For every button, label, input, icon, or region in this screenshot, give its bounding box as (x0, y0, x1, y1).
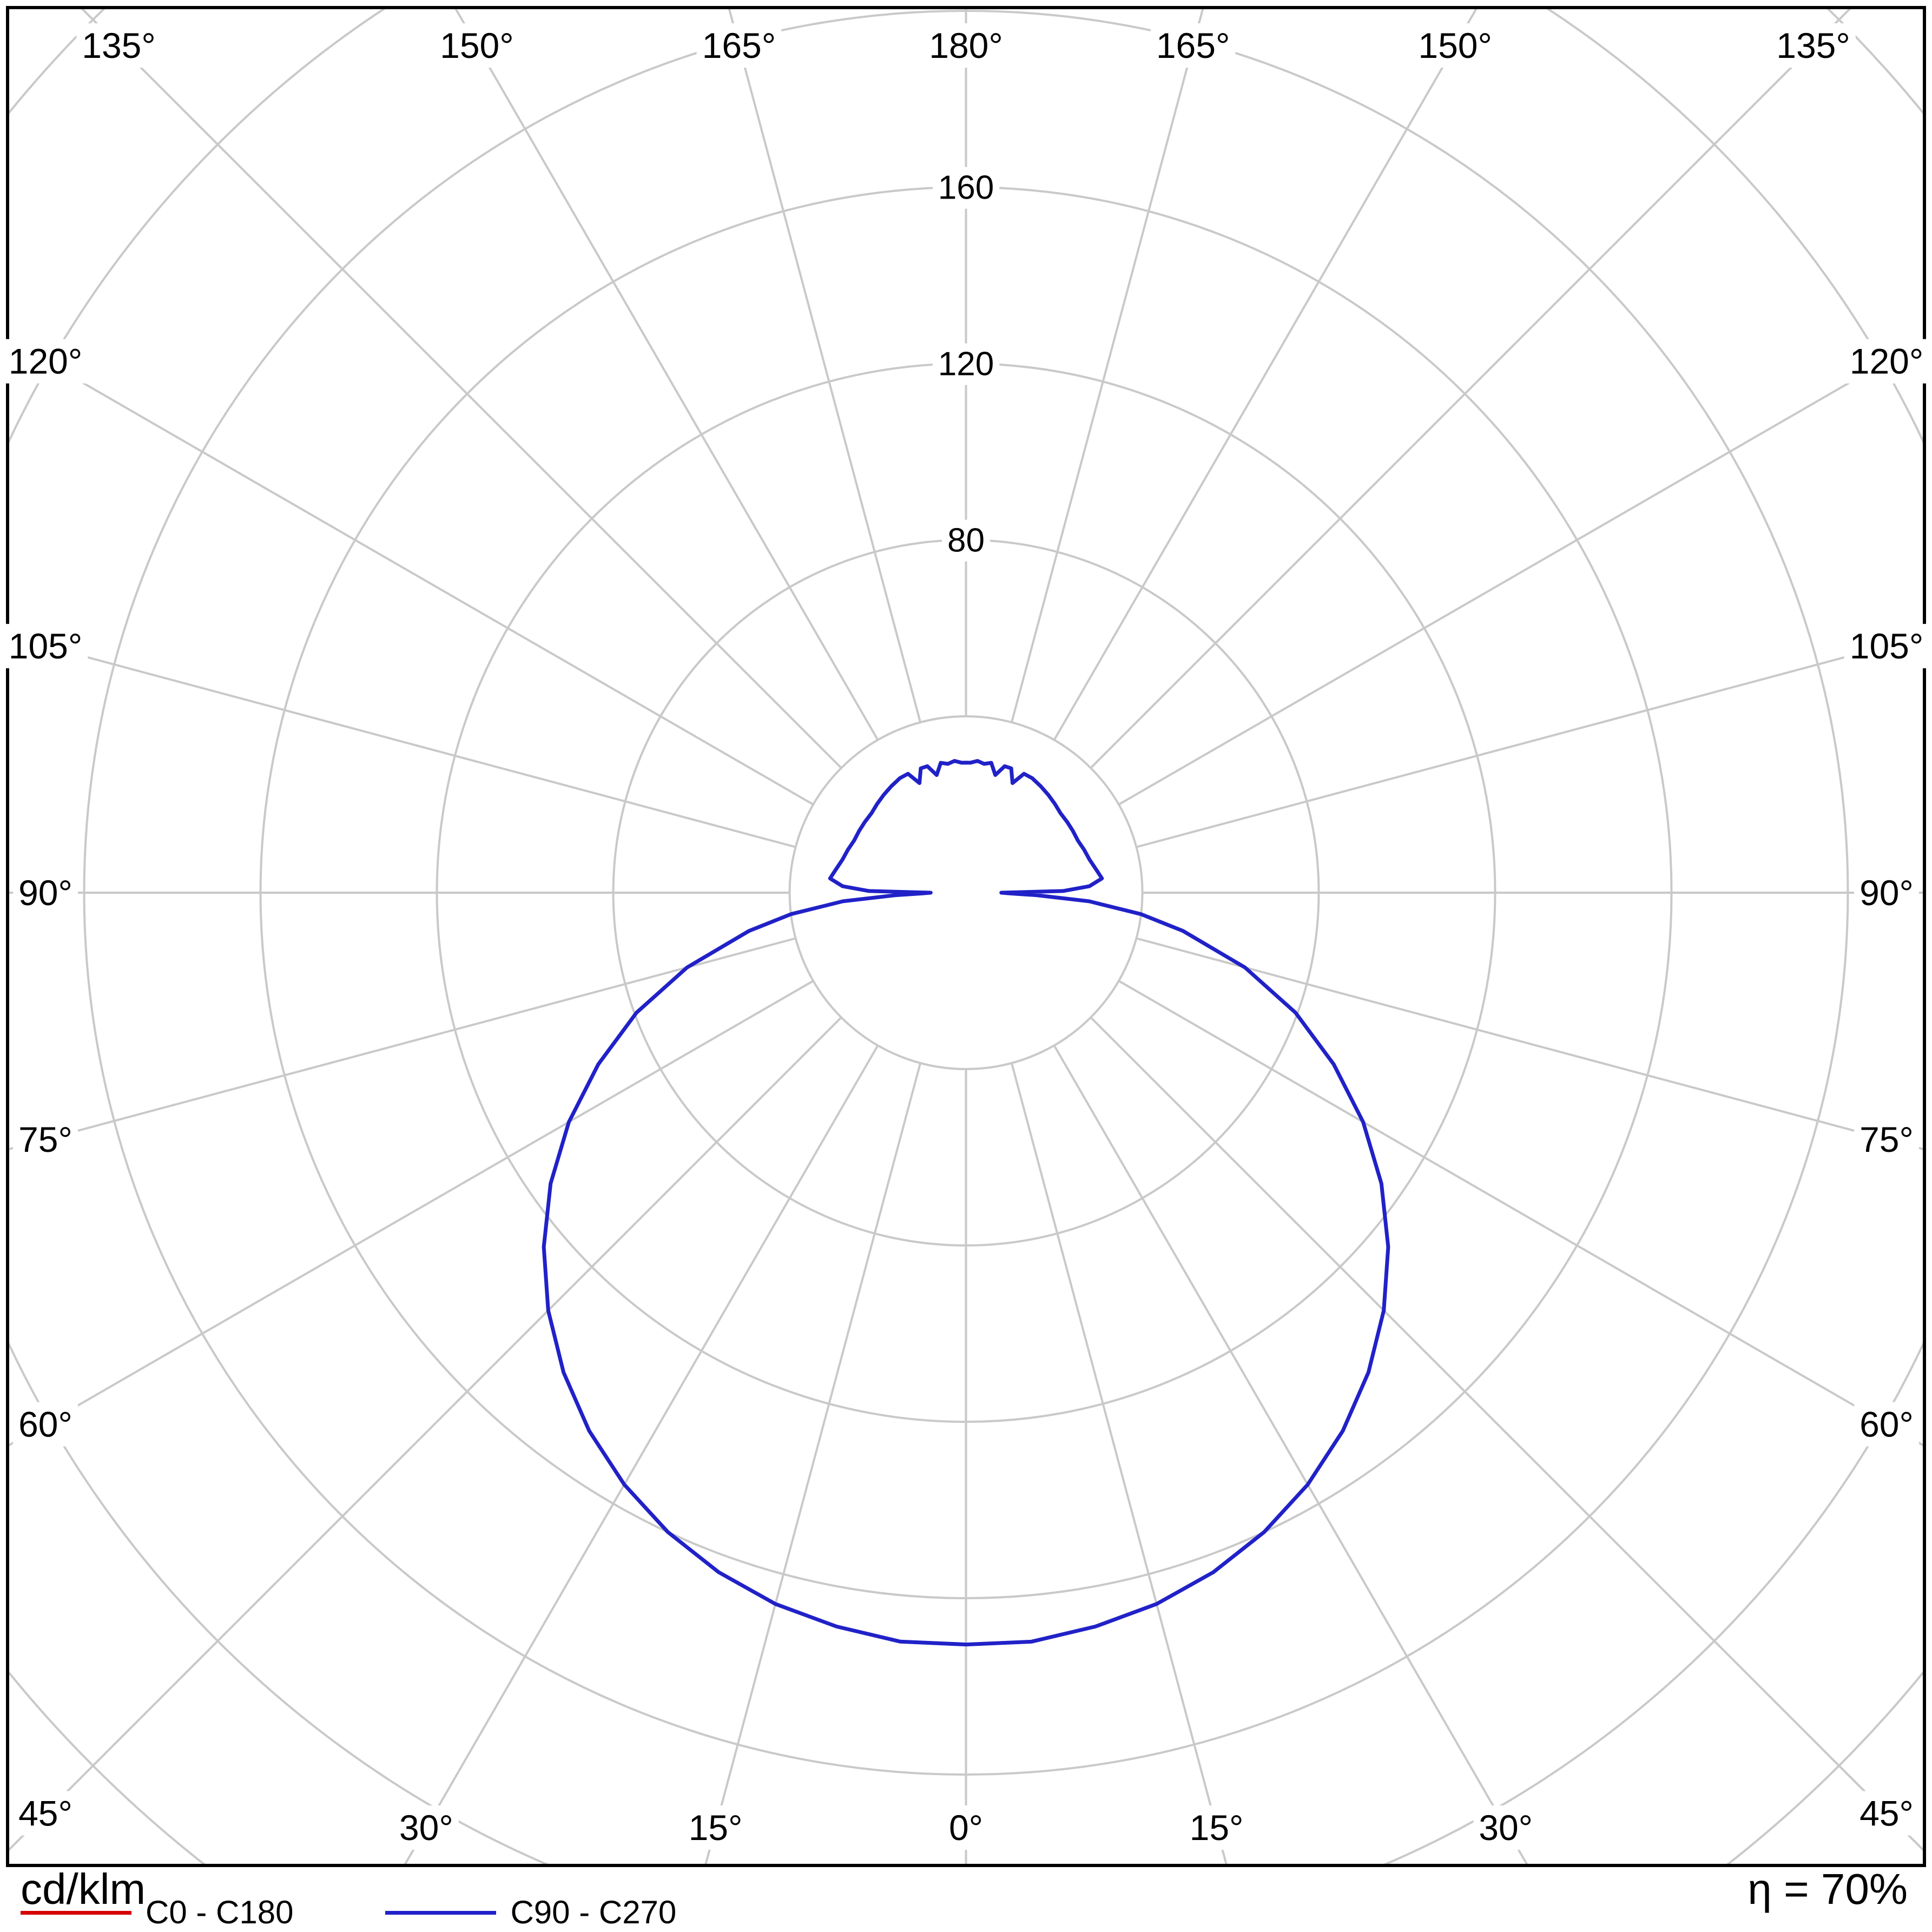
angle-label: 150° (440, 25, 514, 65)
unit-label: cd/klm (21, 1865, 146, 1913)
plot-frame (6, 6, 1926, 1867)
angle-label: 165° (1156, 25, 1230, 65)
angle-label: 90° (1860, 873, 1914, 913)
angle-label: 90° (18, 873, 72, 913)
ring-value-label: 160 (938, 169, 994, 207)
legend-label-c90-c270: C90 - C270 (510, 1894, 677, 1930)
angle-label: 135° (1776, 25, 1850, 65)
angle-label: 180° (929, 25, 1003, 65)
angle-label: 45° (18, 1793, 72, 1834)
angle-label: 15° (689, 1808, 743, 1848)
efficiency-label: η = 70% (1748, 1865, 1908, 1913)
ring-value-label: 80 (947, 522, 985, 559)
angle-label: 30° (399, 1808, 453, 1848)
legend: C0 - C180 C90 - C270 (21, 1896, 676, 1929)
legend-swatch-c90-c270-icon (385, 1910, 497, 1915)
angle-label: 150° (1418, 25, 1492, 65)
intensity-curves (542, 759, 1390, 1647)
legend-swatch-c0-c180-icon (21, 1910, 131, 1915)
curve-c90-c270 (542, 759, 1390, 1647)
legend-item-c90-c270: C90 - C270 (385, 1896, 676, 1929)
angle-label: 120° (9, 341, 83, 381)
ring-value-label: 120 (938, 346, 994, 383)
angle-label: 75° (1860, 1119, 1914, 1159)
angle-label: 135° (82, 25, 156, 65)
angle-label: 165° (702, 25, 776, 65)
legend-label-c0-c180: C0 - C180 (146, 1894, 294, 1930)
legend-item-c0-c180: C0 - C180 (21, 1896, 293, 1929)
angle-label: 75° (18, 1119, 72, 1159)
axis-labels: 80 120 160 0° 15° 15° 30° 30° 45° 45° 60° 60° 75° 75°… (3, 23, 1929, 1850)
angle-label: 120° (1850, 341, 1924, 381)
angle-label: 60° (1860, 1404, 1914, 1444)
angle-label: 105° (1850, 626, 1924, 666)
angle-label: 30° (1479, 1808, 1533, 1848)
angle-label: 15° (1190, 1808, 1244, 1848)
angle-label: 60° (18, 1404, 72, 1444)
angle-label: 105° (9, 626, 83, 666)
angle-label: 0° (949, 1808, 983, 1848)
angle-label: 45° (1860, 1793, 1914, 1834)
